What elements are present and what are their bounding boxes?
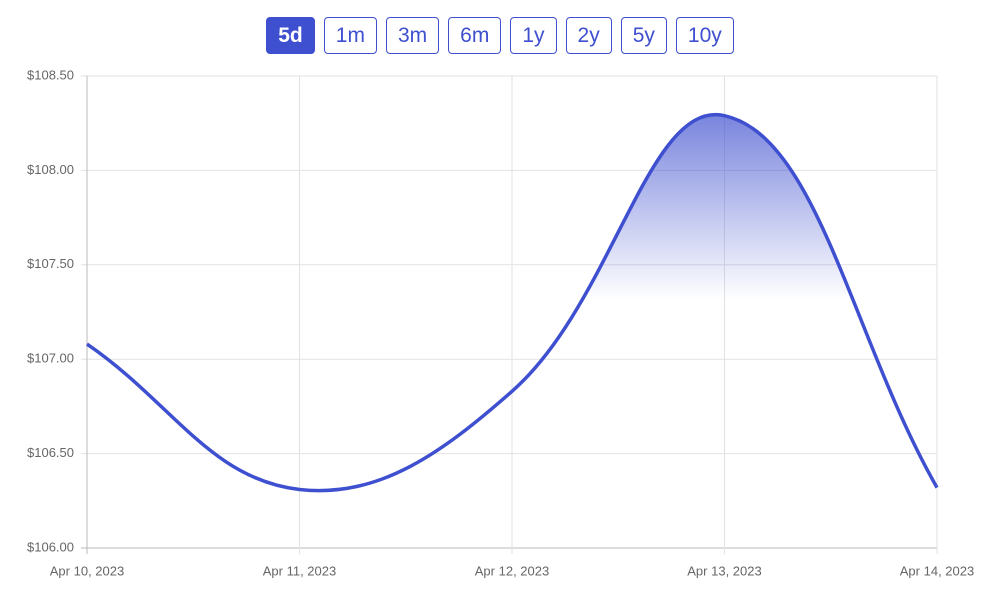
range-selector: 5d 1m 3m 6m 1y 2y 5y 10y — [0, 17, 1000, 54]
x-tick-label: Apr 10, 2023 — [50, 563, 124, 578]
line — [86, 112, 939, 493]
y-tick-label: $106.50 — [27, 445, 74, 460]
range-button[interactable]: 10y — [675, 17, 734, 54]
range-button[interactable]: 1y — [510, 17, 557, 54]
y-tick-label: $106.00 — [27, 539, 74, 554]
range-button[interactable]: 5d — [266, 17, 315, 54]
x-tick-label: Apr 13, 2023 — [687, 563, 761, 578]
y-tick-label: $108.50 — [27, 67, 74, 82]
range-button[interactable]: 2y — [565, 17, 612, 54]
range-button[interactable]: 3m — [385, 17, 440, 54]
area-fill — [87, 114, 937, 548]
y-tick-label: $107.50 — [27, 256, 74, 271]
x-tick-label: Apr 14, 2023 — [900, 563, 974, 578]
x-tick-label: Apr 11, 2023 — [263, 563, 336, 578]
x-tick-label: Apr 12, 2023 — [475, 563, 549, 578]
range-button[interactable]: 5y — [620, 17, 667, 54]
range-button[interactable]: 1m — [323, 17, 377, 54]
range-button[interactable]: 6m — [448, 17, 502, 54]
y-tick-label: $107.00 — [27, 351, 74, 366]
y-tick-label: $108.00 — [27, 162, 74, 177]
